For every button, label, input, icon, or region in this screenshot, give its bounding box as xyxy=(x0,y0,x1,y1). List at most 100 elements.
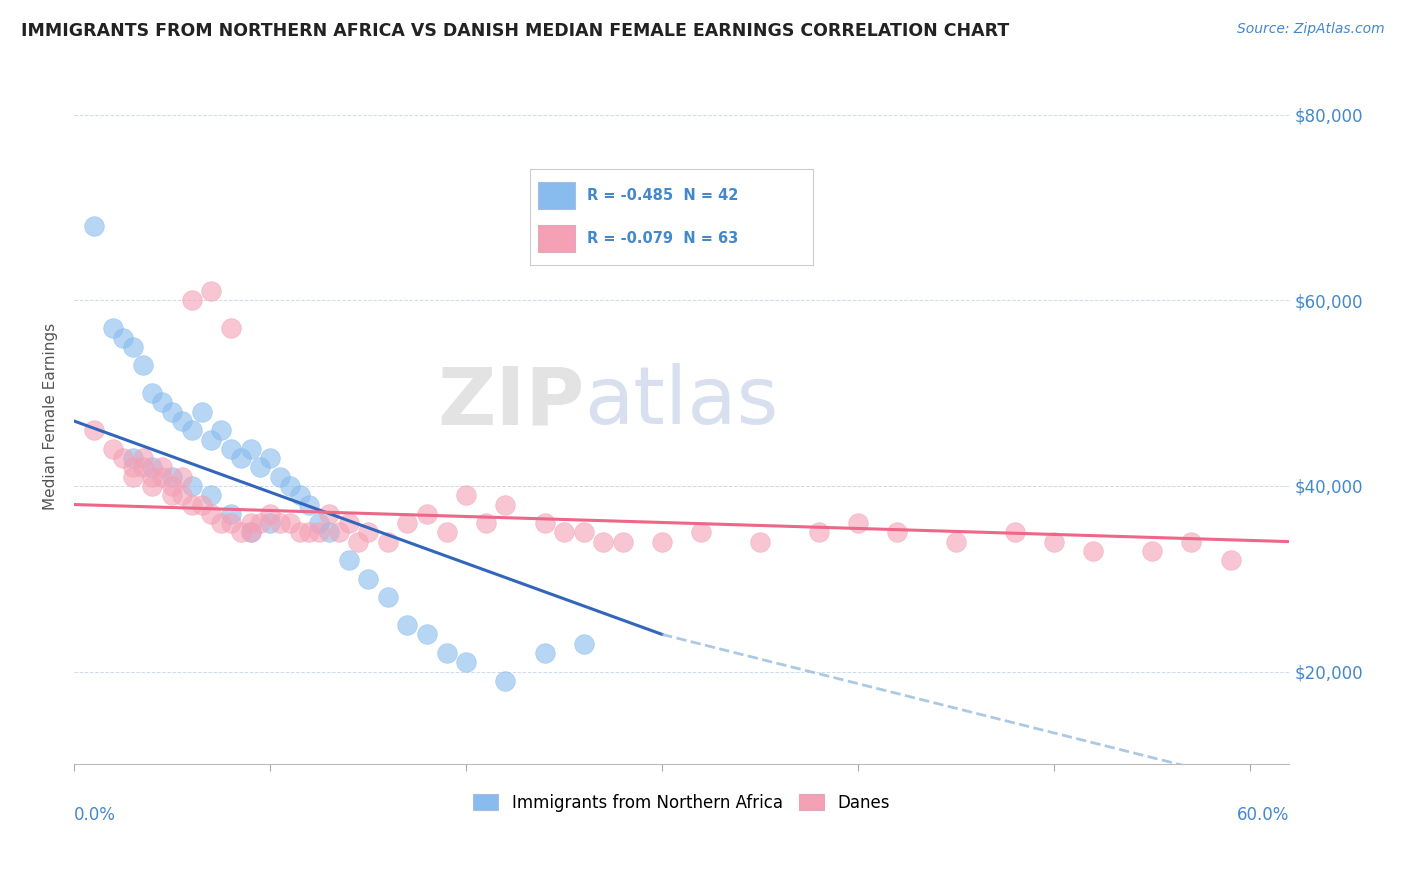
Point xyxy=(612,534,634,549)
Point xyxy=(239,525,262,540)
FancyBboxPatch shape xyxy=(538,182,575,210)
Point xyxy=(269,469,291,483)
Point xyxy=(200,284,222,298)
Point xyxy=(141,479,163,493)
Point xyxy=(112,451,135,466)
Point xyxy=(229,451,252,466)
Point xyxy=(456,488,478,502)
Point xyxy=(278,516,301,530)
Point xyxy=(83,423,105,437)
Point xyxy=(1140,544,1163,558)
Point xyxy=(749,534,772,549)
Point xyxy=(377,534,399,549)
Point xyxy=(180,423,202,437)
Point xyxy=(416,507,439,521)
Point xyxy=(239,516,262,530)
Point xyxy=(328,525,350,540)
Point xyxy=(122,340,145,354)
Point xyxy=(122,460,145,475)
Point xyxy=(170,414,193,428)
Point xyxy=(337,516,360,530)
Text: atlas: atlas xyxy=(585,363,779,442)
Point xyxy=(249,516,271,530)
Point xyxy=(219,321,242,335)
Point xyxy=(651,534,673,549)
Point xyxy=(494,673,516,688)
Text: 60.0%: 60.0% xyxy=(1237,806,1289,824)
Point xyxy=(249,460,271,475)
Point xyxy=(103,442,125,456)
Point xyxy=(945,534,967,549)
Point xyxy=(1004,525,1026,540)
Point xyxy=(337,553,360,567)
Point xyxy=(141,386,163,401)
Point xyxy=(553,525,575,540)
Text: R = -0.079  N = 63: R = -0.079 N = 63 xyxy=(586,231,738,245)
Point xyxy=(150,460,173,475)
Point xyxy=(219,442,242,456)
Point xyxy=(318,525,340,540)
Point xyxy=(474,516,496,530)
Text: ZIP: ZIP xyxy=(437,363,585,442)
Point xyxy=(308,516,330,530)
Point xyxy=(170,488,193,502)
Point xyxy=(122,451,145,466)
Point xyxy=(357,525,380,540)
Point xyxy=(357,572,380,586)
Text: Source: ZipAtlas.com: Source: ZipAtlas.com xyxy=(1237,22,1385,37)
Point xyxy=(456,655,478,669)
Point xyxy=(170,469,193,483)
Point xyxy=(308,525,330,540)
Point xyxy=(572,525,595,540)
Point xyxy=(533,646,555,660)
Point xyxy=(200,507,222,521)
Point xyxy=(436,646,458,660)
Point xyxy=(288,525,311,540)
Point xyxy=(83,219,105,234)
Text: 0.0%: 0.0% xyxy=(75,806,115,824)
Point xyxy=(1043,534,1066,549)
Point xyxy=(436,525,458,540)
Point xyxy=(229,525,252,540)
Point xyxy=(259,451,281,466)
Point xyxy=(347,534,370,549)
Point xyxy=(298,498,321,512)
Text: IMMIGRANTS FROM NORTHERN AFRICA VS DANISH MEDIAN FEMALE EARNINGS CORRELATION CHA: IMMIGRANTS FROM NORTHERN AFRICA VS DANIS… xyxy=(21,22,1010,40)
Point xyxy=(160,405,183,419)
Point xyxy=(200,433,222,447)
Text: R = -0.485  N = 42: R = -0.485 N = 42 xyxy=(586,188,738,203)
Point xyxy=(278,479,301,493)
Point xyxy=(209,423,232,437)
Point xyxy=(209,516,232,530)
Legend: Immigrants from Northern Africa, Danes: Immigrants from Northern Africa, Danes xyxy=(467,788,897,819)
Point xyxy=(1180,534,1202,549)
Point xyxy=(288,488,311,502)
Point xyxy=(141,469,163,483)
Point xyxy=(807,525,830,540)
Point xyxy=(416,627,439,641)
Point xyxy=(180,498,202,512)
Point xyxy=(150,395,173,409)
Point xyxy=(131,460,153,475)
Point xyxy=(572,637,595,651)
Point xyxy=(318,507,340,521)
Point xyxy=(190,405,212,419)
Point xyxy=(846,516,869,530)
Point xyxy=(259,516,281,530)
Point xyxy=(131,359,153,373)
Point xyxy=(494,498,516,512)
Point xyxy=(1083,544,1105,558)
Point xyxy=(239,525,262,540)
Point xyxy=(200,488,222,502)
Point xyxy=(112,330,135,344)
Y-axis label: Median Female Earnings: Median Female Earnings xyxy=(44,323,58,510)
Point xyxy=(180,293,202,308)
Point xyxy=(396,516,419,530)
Point xyxy=(150,469,173,483)
Point xyxy=(298,525,321,540)
Point xyxy=(160,469,183,483)
Point xyxy=(180,479,202,493)
Point xyxy=(533,516,555,530)
Point xyxy=(269,516,291,530)
Point xyxy=(131,451,153,466)
